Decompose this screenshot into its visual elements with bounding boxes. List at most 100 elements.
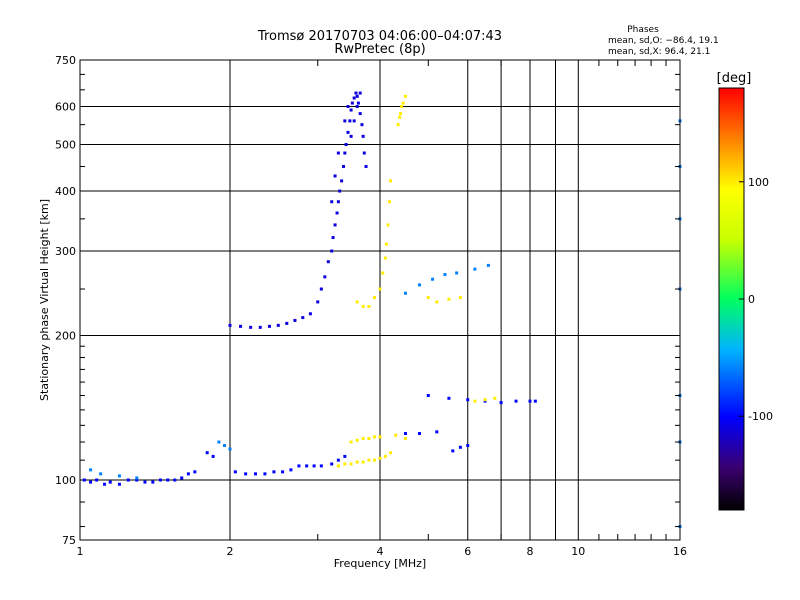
data-point (228, 447, 232, 451)
data-point (400, 105, 404, 109)
data-point (205, 451, 209, 455)
data-point (443, 273, 447, 277)
data-point (336, 458, 340, 462)
data-point (378, 435, 382, 439)
data-point (186, 472, 190, 476)
data-point (301, 316, 305, 320)
data-point (239, 324, 243, 328)
data-point (373, 296, 377, 300)
y-axis-label: Stationary phase Virtual Height [km] (38, 199, 51, 401)
data-point (455, 271, 459, 275)
data-point (344, 143, 348, 147)
data-point (233, 470, 237, 474)
data-point (493, 396, 497, 400)
data-point (528, 399, 532, 403)
data-point (343, 151, 347, 155)
data-point (336, 464, 340, 468)
y-tick-label: 400 (55, 185, 76, 198)
data-point (352, 96, 356, 100)
data-point (388, 200, 392, 204)
data-point (151, 480, 155, 484)
data-point (308, 312, 312, 316)
data-point (228, 323, 232, 327)
data-point (514, 399, 518, 403)
data-point (117, 474, 121, 478)
data-point (258, 325, 262, 329)
data-point (486, 263, 490, 267)
data-point (158, 478, 162, 482)
data-point (355, 105, 359, 109)
data-point (362, 151, 366, 155)
data-point (358, 112, 362, 116)
data-point (373, 458, 377, 462)
data-point (330, 200, 334, 204)
data-point (333, 174, 337, 178)
data-point (99, 472, 103, 476)
data-point (336, 151, 340, 155)
data-point (335, 211, 339, 215)
data-point (361, 304, 365, 308)
data-point (343, 119, 347, 123)
data-point (103, 482, 107, 486)
data-point (466, 444, 470, 448)
x-tick-label: 16 (673, 545, 687, 558)
data-point (253, 472, 257, 476)
data-point (143, 480, 147, 484)
data-point (356, 101, 360, 105)
data-point (354, 91, 358, 95)
colorbar-ticks: 100 0 -100 (739, 176, 773, 423)
colorbar-tick-label: -100 (748, 410, 773, 423)
data-point (447, 396, 451, 400)
data-point (499, 401, 503, 405)
data-point (135, 478, 139, 482)
data-point (458, 296, 462, 300)
data-point (319, 287, 323, 291)
data-point (108, 480, 112, 484)
data-point (403, 291, 407, 295)
x-axis-label: Frequency [MHz] (334, 557, 426, 570)
data-point (289, 468, 293, 472)
colorbar-label: [deg] (717, 71, 752, 86)
data-point (346, 105, 350, 109)
data-point (473, 267, 477, 271)
data-point (343, 462, 347, 466)
data-point (285, 321, 289, 325)
data-point (89, 480, 93, 484)
phases-o-stats: mean, sd,O: −86.4, 19.1 (608, 36, 719, 46)
data-point (361, 134, 365, 138)
data-point (249, 325, 253, 329)
data-point (135, 476, 139, 480)
x-tick-label: 4 (377, 545, 384, 558)
data-point (358, 91, 362, 95)
data-point (386, 223, 390, 227)
data-point (367, 304, 371, 308)
chart-title: Tromsø 20170703 04:06:00–04:07:43 (257, 29, 502, 44)
data-point (367, 437, 371, 441)
y-tick-label: 75 (62, 534, 76, 547)
data-point (166, 478, 170, 482)
y-tick-label: 200 (55, 330, 76, 343)
data-point (117, 482, 121, 486)
data-point (126, 478, 130, 482)
data-point (364, 164, 368, 168)
data-point (417, 283, 421, 287)
data-point (483, 398, 487, 402)
x-tick-label: 10 (571, 545, 585, 558)
data-point (447, 297, 451, 301)
grid-lines (80, 60, 680, 540)
data-point (349, 108, 353, 112)
data-point (396, 123, 400, 127)
data-point (403, 432, 407, 436)
data-point (389, 451, 393, 455)
data-point (466, 398, 470, 402)
phases-x-stats: mean, sd,X: 96.4, 21.1 (608, 47, 710, 57)
colorbar-tick-label: 100 (748, 176, 769, 189)
data-point (312, 464, 316, 468)
data-point (533, 399, 537, 403)
data-point (330, 462, 334, 466)
data-point (211, 454, 215, 458)
data-point (355, 460, 359, 464)
data-point (349, 440, 353, 444)
data-point (355, 94, 359, 98)
